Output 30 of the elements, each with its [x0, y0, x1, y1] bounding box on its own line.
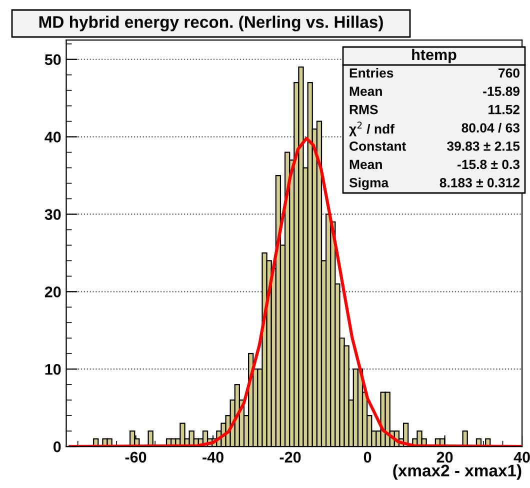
annotation: Mean [350, 160, 382, 170]
y-tick-label: 0 [53, 441, 61, 452]
annotation: 39.83 ± 2.15 [447, 141, 520, 151]
annotation: htemp [412, 48, 456, 64]
annotation: Entries [350, 68, 394, 78]
annotation: Mean [350, 86, 382, 96]
x-tick-label: -40 [202, 452, 224, 463]
y-tick-label: 30 [44, 209, 61, 220]
annotation: 11.52 [488, 104, 520, 114]
x-tick-label: -60 [125, 452, 146, 463]
y-tick-label: 20 [44, 286, 61, 298]
x-tick-label: 20 [436, 452, 453, 463]
annotation: Sigma [349, 178, 389, 190]
x-tick-label: 0 [364, 452, 372, 463]
annotation: 80.04 / 63 [462, 122, 520, 133]
y-tick-label: 40 [44, 132, 61, 142]
annotation: Constant [350, 141, 406, 151]
annotation: -15.89 [483, 86, 520, 96]
x-tick-label: -20 [280, 452, 301, 463]
annotation: χ$^{2}$ / ndf [349, 122, 394, 136]
line-series [68, 136, 522, 447]
x-axis-title: (xmax2 - xmax1) [393, 464, 522, 480]
chart-title: MD hybrid energy recon. (Nerling vs. Hillas) [39, 16, 383, 32]
annotation: 8.183 ± 0.312 [440, 178, 520, 188]
annotation: RMS [350, 104, 378, 114]
y-tick-label: 10 [45, 364, 61, 375]
annotation: 760 [498, 68, 520, 78]
annotation: -15.8 ± 0.3 [458, 160, 520, 170]
x-tick-label: 40 [514, 452, 530, 463]
y-tick-label: 50 [44, 54, 61, 66]
